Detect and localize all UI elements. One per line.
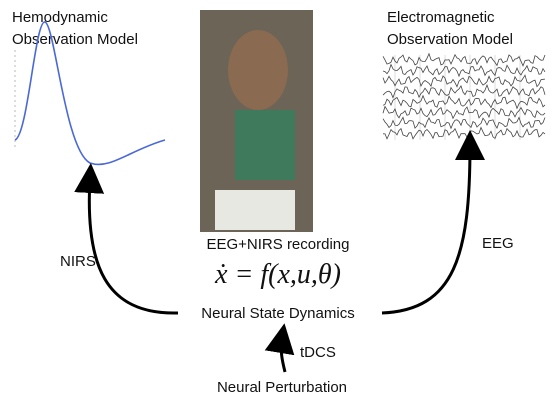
eeg-trace <box>383 107 545 119</box>
eeg-traces <box>383 54 545 140</box>
right-title: Observation Model <box>387 31 513 48</box>
eeg-label: EEG <box>482 235 514 252</box>
eeg-trace <box>383 65 545 77</box>
bottom-label: Neural Perturbation <box>217 379 347 396</box>
center-label: Neural State Dynamics <box>201 305 354 322</box>
right-title: Electromagnetic <box>387 9 495 26</box>
tdcs-label: tDCS <box>300 344 336 361</box>
diagram: Hemodynamic Observation Model Electromag… <box>0 0 552 403</box>
arrow <box>281 338 285 372</box>
photo-caption: EEG+NIRS recording <box>207 236 350 253</box>
eeg-trace <box>383 54 545 66</box>
eeg-trace <box>383 96 545 109</box>
left-title: Observation Model <box>12 31 138 48</box>
eeg-trace <box>383 85 545 98</box>
eeg-trace <box>383 117 545 128</box>
arrow <box>89 178 178 313</box>
photo <box>200 10 313 232</box>
arrow <box>382 145 470 313</box>
eeg-trace <box>383 75 545 87</box>
eeg-trace <box>383 128 545 139</box>
equation: ẋ = f(x,u,θ) <box>214 259 341 290</box>
nirs-label: NIRS <box>60 253 96 270</box>
left-title: Hemodynamic <box>12 9 108 26</box>
